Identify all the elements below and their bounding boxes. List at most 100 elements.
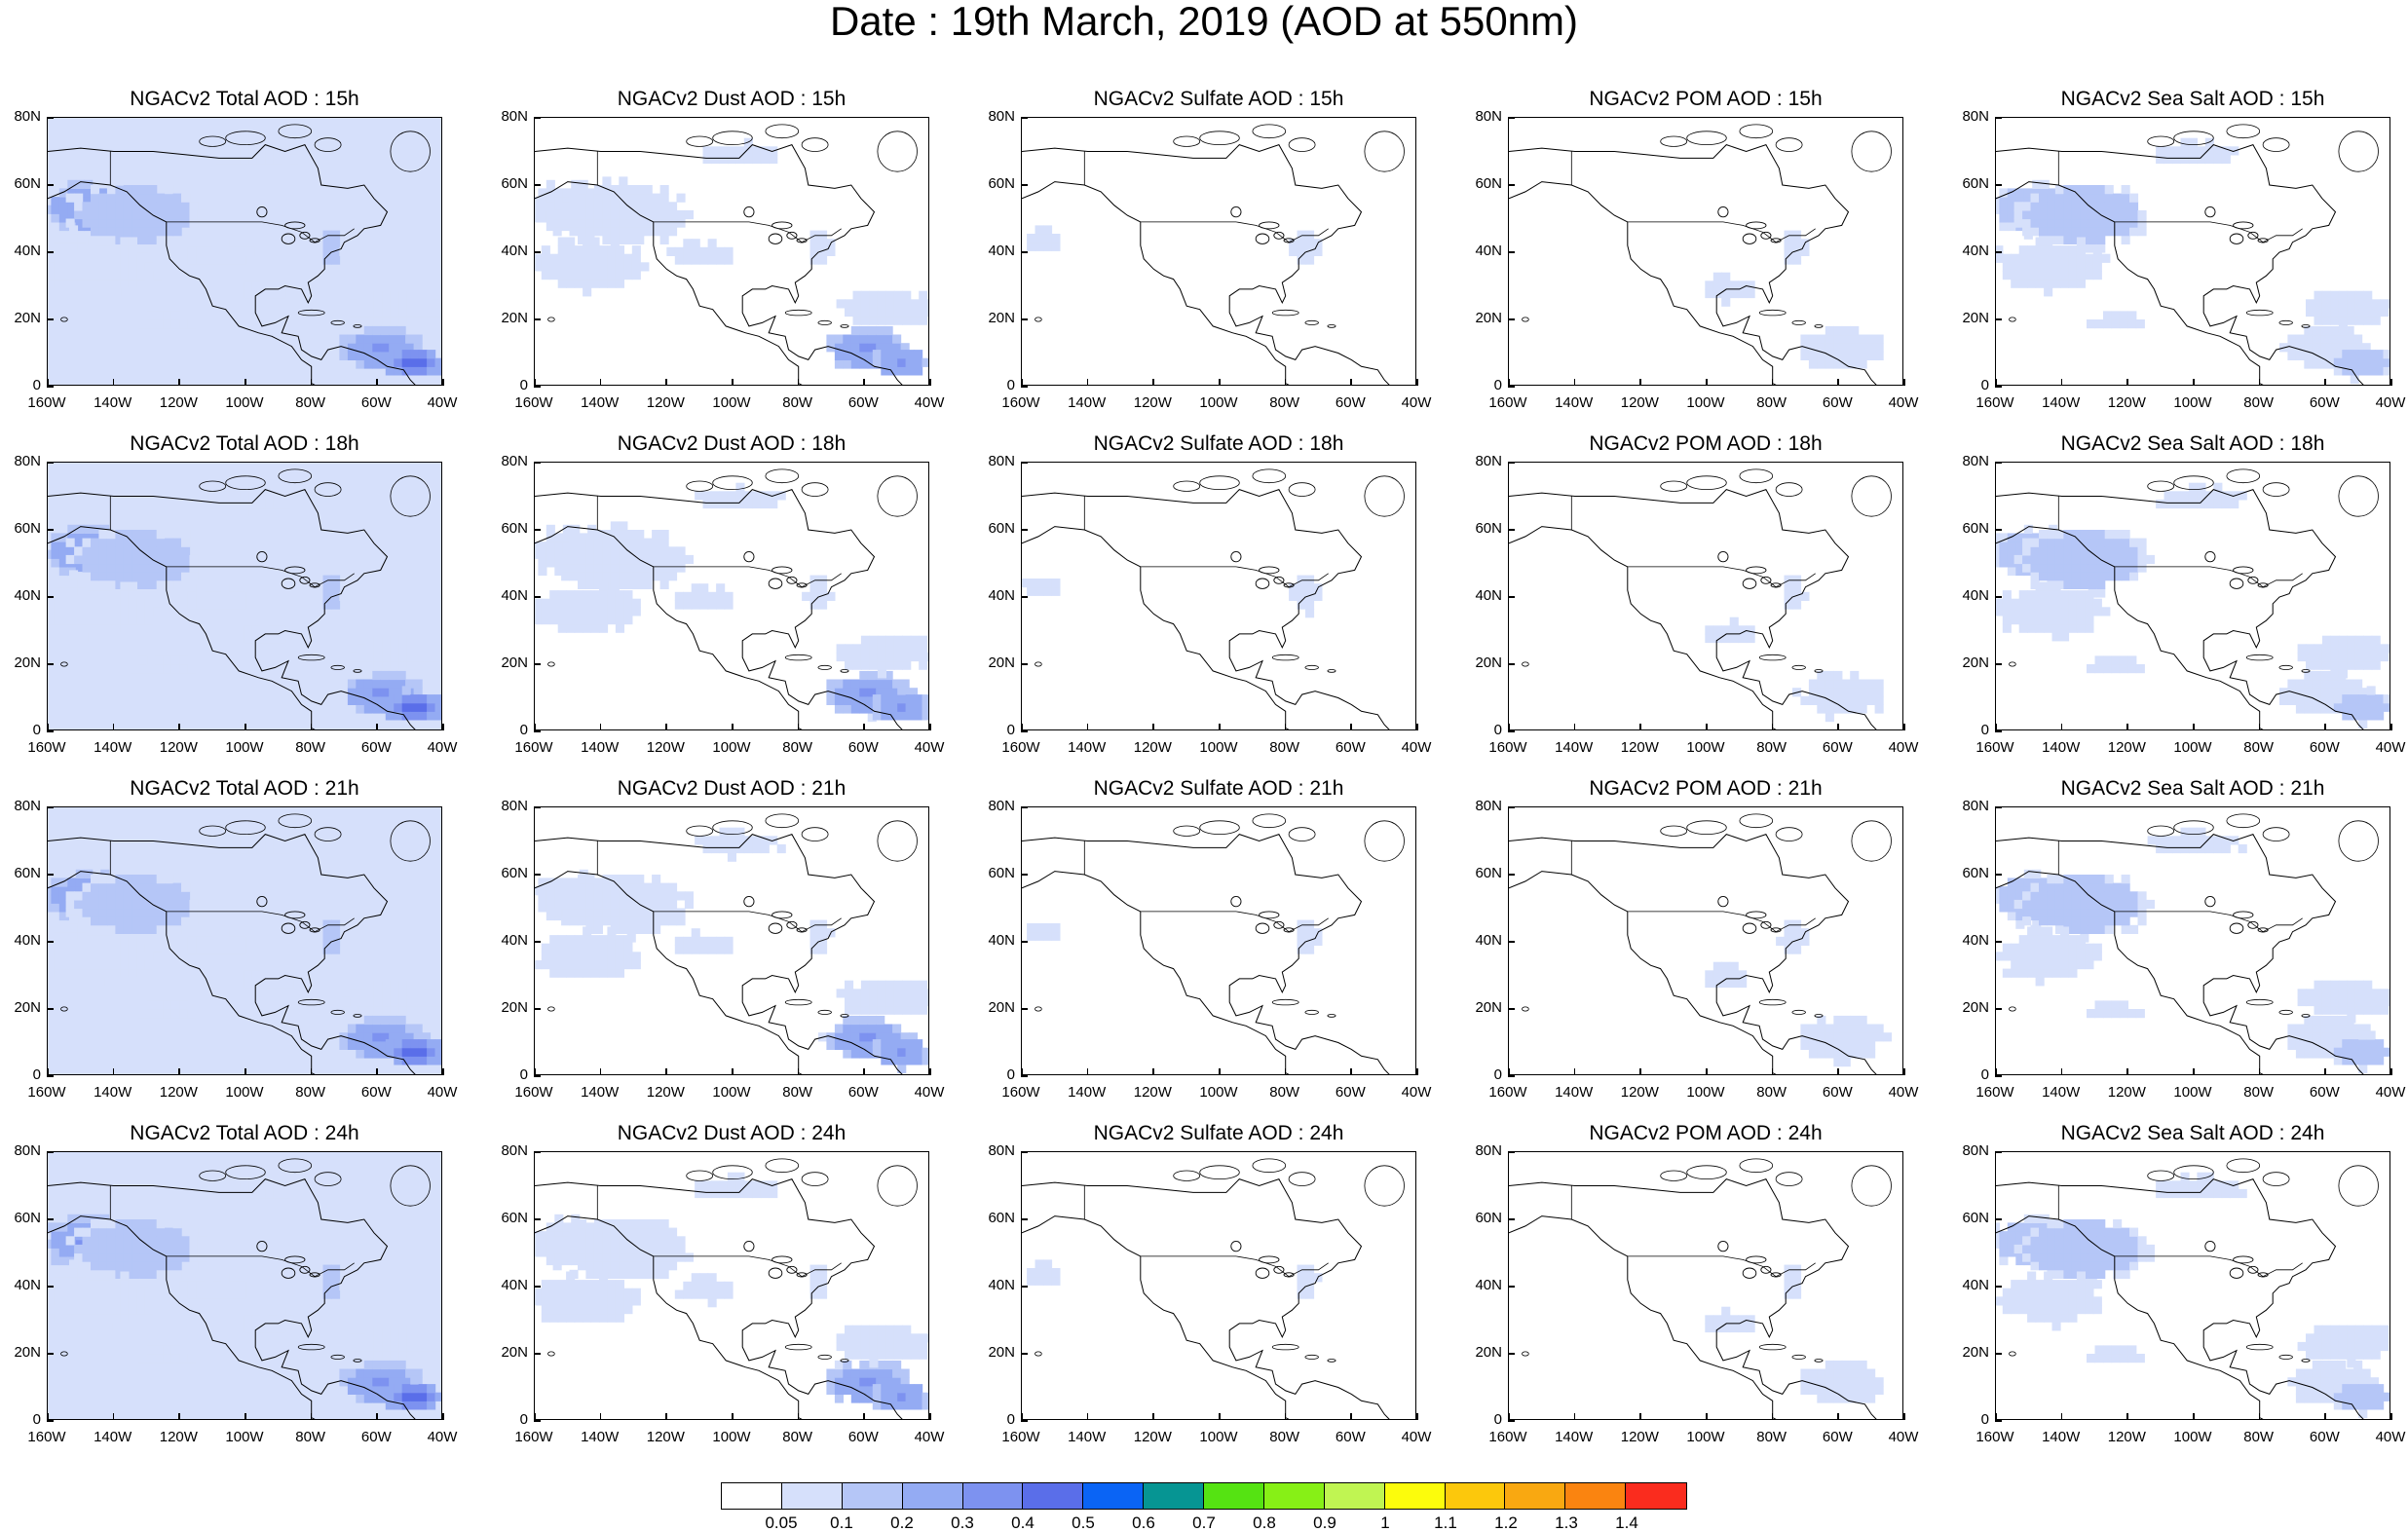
aod-cell (558, 238, 567, 246)
aod-cell (2031, 883, 2040, 892)
aod-cell (602, 1236, 611, 1245)
aod-cell (1817, 1049, 1825, 1058)
island-outline (1253, 814, 1286, 828)
aod-cell (1792, 256, 1801, 265)
lake-outline (1743, 579, 1756, 588)
aod-cell (1859, 680, 1867, 689)
lon-tick-label: 80W (282, 1430, 340, 1445)
aod-cell (869, 317, 878, 325)
aod-cell (602, 916, 611, 925)
lat-tick (1995, 663, 2002, 665)
aod-cell (1051, 1268, 1060, 1277)
aod-cell (356, 359, 364, 368)
aod-cell (132, 185, 140, 194)
lat-tick (47, 663, 54, 665)
lat-tick (1021, 1008, 1028, 1010)
aod-cell (575, 262, 583, 271)
aod-cell (675, 937, 684, 946)
aod-cell (2080, 891, 2088, 900)
lon-tick-label: 160W (992, 395, 1050, 411)
aod-cell (115, 219, 124, 228)
aod-cell (2304, 1025, 2313, 1033)
aod-cell (570, 227, 579, 236)
aod-cell (241, 155, 249, 164)
aod-cell (104, 1289, 113, 1297)
aod-cell (1705, 289, 1713, 298)
aod-cell (570, 1228, 579, 1237)
aod-cell (868, 1025, 877, 1033)
aod-cell (2031, 194, 2040, 203)
aod-cell (660, 539, 669, 547)
aod-cell (2122, 219, 2130, 228)
aod-cell (62, 944, 71, 953)
lon-tick (732, 1413, 734, 1420)
aod-cell (583, 1289, 591, 1297)
island-outline (802, 828, 828, 841)
lat-tick (1021, 1353, 1028, 1355)
aod-cell (2339, 989, 2348, 997)
aod-cell (619, 227, 627, 236)
lon-tick (863, 379, 865, 386)
aod-cell (919, 1342, 927, 1351)
aod-cell (79, 271, 88, 280)
aod-cell (2085, 271, 2093, 280)
aod-cell (677, 546, 686, 555)
aod-cell (2072, 916, 2081, 925)
aod-cell (181, 572, 190, 580)
aod-cell (538, 878, 546, 886)
lat-tick (47, 1151, 54, 1153)
aod-cell (2096, 875, 2105, 883)
aod-cell (1842, 696, 1851, 705)
aod-cell (538, 1248, 546, 1256)
aod-cell (140, 909, 149, 917)
aod-cell (1792, 239, 1801, 247)
aod-cell (2011, 607, 2019, 616)
aod-cell (179, 319, 188, 328)
aod-cell (2036, 280, 2045, 288)
aod-cell (2080, 219, 2088, 228)
aod-cell (2027, 969, 2036, 978)
aod-cell (95, 238, 104, 246)
island-outline (1305, 665, 1319, 669)
aod-cell (244, 979, 252, 988)
aod-cell (570, 1236, 579, 1245)
aod-cell (1305, 576, 1314, 584)
aod-cell (120, 952, 129, 960)
aod-cell (554, 1222, 563, 1231)
aod-cell (205, 256, 213, 265)
aod-cell (153, 952, 162, 960)
aod-cell (1051, 1277, 1060, 1286)
aod-cell (869, 291, 878, 300)
aod-cell (599, 599, 608, 608)
aod-cell (683, 1290, 692, 1299)
aod-cell (2113, 546, 2122, 555)
aod-cell (2011, 280, 2019, 288)
aod-cell (2181, 491, 2190, 500)
aod-cell (660, 580, 669, 589)
aod-cell (878, 1351, 886, 1360)
aod-cell (607, 590, 616, 599)
aod-cell (2060, 271, 2069, 280)
aod-cell (120, 1314, 129, 1323)
aod-cell (415, 644, 424, 653)
lat-tick-label: 80N (972, 799, 1015, 814)
aod-cell (391, 644, 399, 653)
aod-cell (2019, 245, 2028, 254)
aod-cell (549, 935, 558, 944)
lon-tick-label: 100W (702, 740, 761, 756)
aod-cell (372, 326, 381, 335)
aod-cell (98, 194, 107, 203)
lon-tick (1639, 1068, 1641, 1075)
aod-cell (2339, 653, 2348, 661)
lon-tick (732, 1068, 734, 1075)
aod-cell (2052, 245, 2061, 254)
aod-cell (542, 1314, 550, 1323)
lon-tick (534, 1068, 536, 1075)
coastline (1022, 490, 1391, 730)
aod-cell (339, 1041, 348, 1050)
island-outline (785, 999, 811, 1005)
aod-cell (98, 1261, 107, 1270)
aod-cell (884, 1369, 893, 1378)
aod-cell (869, 644, 878, 653)
aod-cell (632, 599, 641, 608)
